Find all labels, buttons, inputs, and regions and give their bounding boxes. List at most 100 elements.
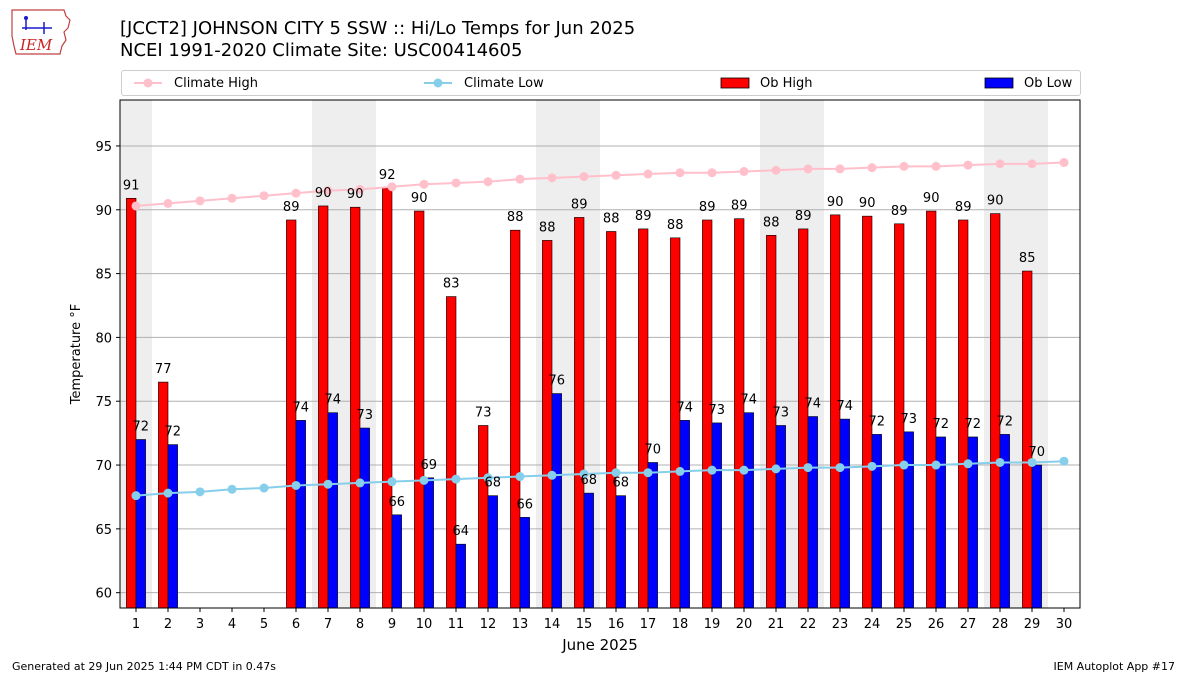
climate-high-point-9 <box>387 182 397 192</box>
ob-low-label-26: 72 <box>933 417 950 432</box>
ob-low-bar-14 <box>551 393 562 609</box>
ob-high-label-12: 73 <box>475 405 492 420</box>
climate-low-point-9 <box>387 477 397 487</box>
climate-high-point-28 <box>995 159 1005 169</box>
x-tick-label-12: 12 <box>480 617 497 632</box>
ob-low-label-27: 72 <box>965 417 982 432</box>
climate-low-point-30 <box>1059 456 1069 466</box>
climate-high-point-21 <box>771 165 781 175</box>
x-tick-label-27: 27 <box>960 617 977 632</box>
climate-low-point-8 <box>355 478 365 488</box>
ob-low-bar-15 <box>583 492 594 609</box>
climate-high-point-24 <box>867 163 877 173</box>
ob-low-label-11: 64 <box>453 524 470 539</box>
ob-low-bar-8 <box>359 427 370 609</box>
chart-title: [JCCT2] JOHNSON CITY 5 SSW :: Hi/Lo Temp… <box>120 18 636 39</box>
climate-low-point-19 <box>707 465 717 475</box>
x-tick-label-16: 16 <box>608 617 625 632</box>
climate-high-point-16 <box>611 170 621 180</box>
climate-high-point-17 <box>643 169 653 179</box>
climate-high-point-20 <box>739 166 749 176</box>
ob-high-bar-10 <box>414 210 425 609</box>
plot-frame <box>119 99 1081 609</box>
x-axis-label: June 2025 <box>561 636 638 654</box>
ob-low-bar-25 <box>903 431 914 609</box>
x-tick-label-26: 26 <box>928 617 945 632</box>
climate-high-point-19 <box>707 168 717 178</box>
x-tick-label-5: 5 <box>260 617 268 632</box>
ob-low-bar-29 <box>1031 464 1042 609</box>
climate-low-point-7 <box>323 479 333 489</box>
ob-low-label-20: 74 <box>741 393 758 408</box>
x-tick-label-22: 22 <box>800 617 817 632</box>
x-tick-label-1: 1 <box>132 617 140 632</box>
ob-low-label-18: 74 <box>677 400 694 415</box>
ob-high-label-29: 85 <box>1019 251 1036 266</box>
x-tick-label-9: 9 <box>388 617 396 632</box>
ob-low-bar-1 <box>135 439 146 609</box>
ob-high-bar-24 <box>862 215 873 609</box>
logo-text: IEM <box>19 36 53 54</box>
legend-ob-high: Ob High <box>720 71 813 95</box>
climate-low-point-16 <box>611 468 621 478</box>
ob-low-bar-9 <box>391 514 402 609</box>
ob-low-label-21: 73 <box>773 405 790 420</box>
climate-high-point-23 <box>835 164 845 174</box>
x-tick-label-7: 7 <box>324 617 332 632</box>
y-axis-label: Temperature °F <box>69 304 84 405</box>
chart-subtitle: NCEI 1991-2020 Climate Site: USC00414605 <box>120 40 523 61</box>
legend-ob-low-label: Ob Low <box>1024 75 1073 91</box>
ob-high-label-22: 89 <box>795 209 812 224</box>
ob-high-label-17: 89 <box>635 209 652 224</box>
ob-low-label-10: 69 <box>421 458 438 473</box>
climate-low-point-21 <box>771 464 781 474</box>
app-credit: IEM Autoplot App #17 <box>1053 660 1176 673</box>
climate-high-point-11 <box>451 178 461 188</box>
ob-high-label-11: 83 <box>443 277 460 292</box>
legend-climate-high-label: Climate High <box>174 75 259 91</box>
ob-low-bar-23 <box>839 418 850 609</box>
ob-high-label-27: 89 <box>955 200 972 215</box>
ob-high-bar-11 <box>446 296 457 609</box>
ob-low-bar-10 <box>423 477 434 609</box>
ob-low-label-2: 72 <box>165 425 182 440</box>
ob-high-bar-15 <box>574 217 585 609</box>
ob-high-bar-9 <box>382 187 393 609</box>
x-tick-label-10: 10 <box>416 617 433 632</box>
ob-low-bar-13 <box>519 517 530 609</box>
climate-low-point-4 <box>227 484 237 494</box>
climate-high-point-13 <box>515 174 525 184</box>
ob-low-label-14: 76 <box>549 374 566 389</box>
climate-high-point-6 <box>291 188 301 198</box>
ob-high-label-8: 90 <box>347 187 364 202</box>
ob-high-bar-16 <box>606 231 617 609</box>
ob-low-label-29: 70 <box>1029 445 1046 460</box>
climate-high-point-22 <box>803 164 813 174</box>
climate-low-point-20 <box>739 465 749 475</box>
ob-low-bar-22 <box>807 416 818 609</box>
x-tick-label-18: 18 <box>672 617 689 632</box>
ob-high-label-10: 90 <box>411 191 428 206</box>
climate-low-point-11 <box>451 474 461 484</box>
climate-low-point-29 <box>1027 457 1037 467</box>
legend-climate-low-label: Climate Low <box>464 75 544 91</box>
ob-high-label-21: 88 <box>763 215 780 230</box>
x-tick-label-4: 4 <box>228 617 236 632</box>
ob-low-bar-24 <box>871 434 882 609</box>
ob-high-label-2: 77 <box>155 362 172 377</box>
legend-ob-low: Ob Low <box>984 71 1072 95</box>
x-tick-label-11: 11 <box>448 617 465 632</box>
x-tick-label-14: 14 <box>544 617 561 632</box>
ob-high-label-1: 91 <box>123 178 140 193</box>
climate-high-point-10 <box>419 179 429 189</box>
climate-high-point-12 <box>483 177 493 187</box>
ob-low-bar-19 <box>711 422 722 609</box>
x-tick-label-17: 17 <box>640 617 657 632</box>
ob-low-label-24: 72 <box>869 414 886 429</box>
climate-low-line <box>135 460 1065 497</box>
climate-low-point-10 <box>419 475 429 485</box>
ob-low-bar-17 <box>647 462 658 609</box>
ob-high-bar-18 <box>670 237 681 609</box>
ob-high-bar-29 <box>1022 270 1033 609</box>
climate-low-point-13 <box>515 472 525 482</box>
